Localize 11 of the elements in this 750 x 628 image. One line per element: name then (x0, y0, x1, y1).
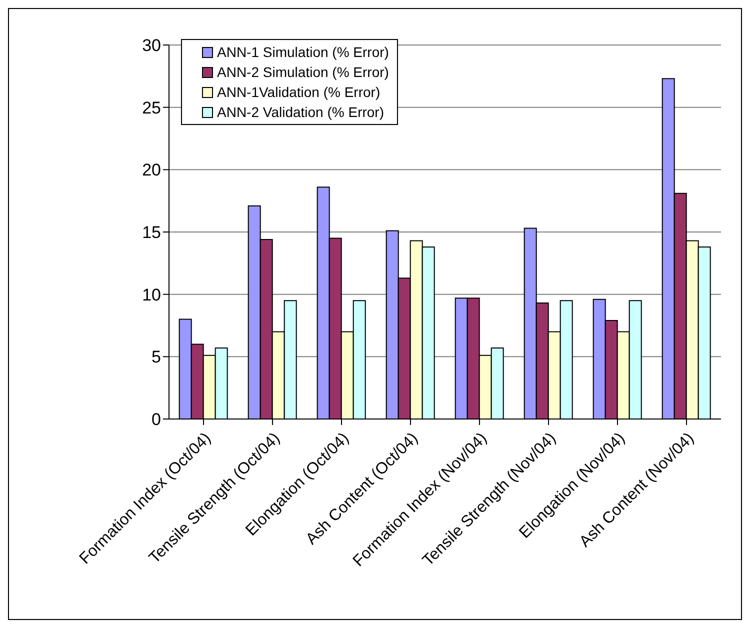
y-tick-label: 10 (142, 285, 161, 304)
legend-label: ANN-1 Simulation (% Error) (217, 43, 389, 62)
legend-label: ANN-2 Validation (% Error) (217, 103, 384, 122)
y-tick-label: 0 (152, 410, 161, 430)
y-tick-label: 5 (152, 348, 161, 367)
legend-label: ANN-2 Simulation (% Error) (217, 63, 389, 82)
legend-label: ANN-1Validation (% Error) (217, 83, 380, 102)
y-tick-label: 25 (142, 98, 161, 118)
y-tick-label: 15 (142, 223, 161, 242)
y-tick-label: 20 (142, 160, 161, 180)
y-tick-label: 30 (142, 36, 161, 56)
